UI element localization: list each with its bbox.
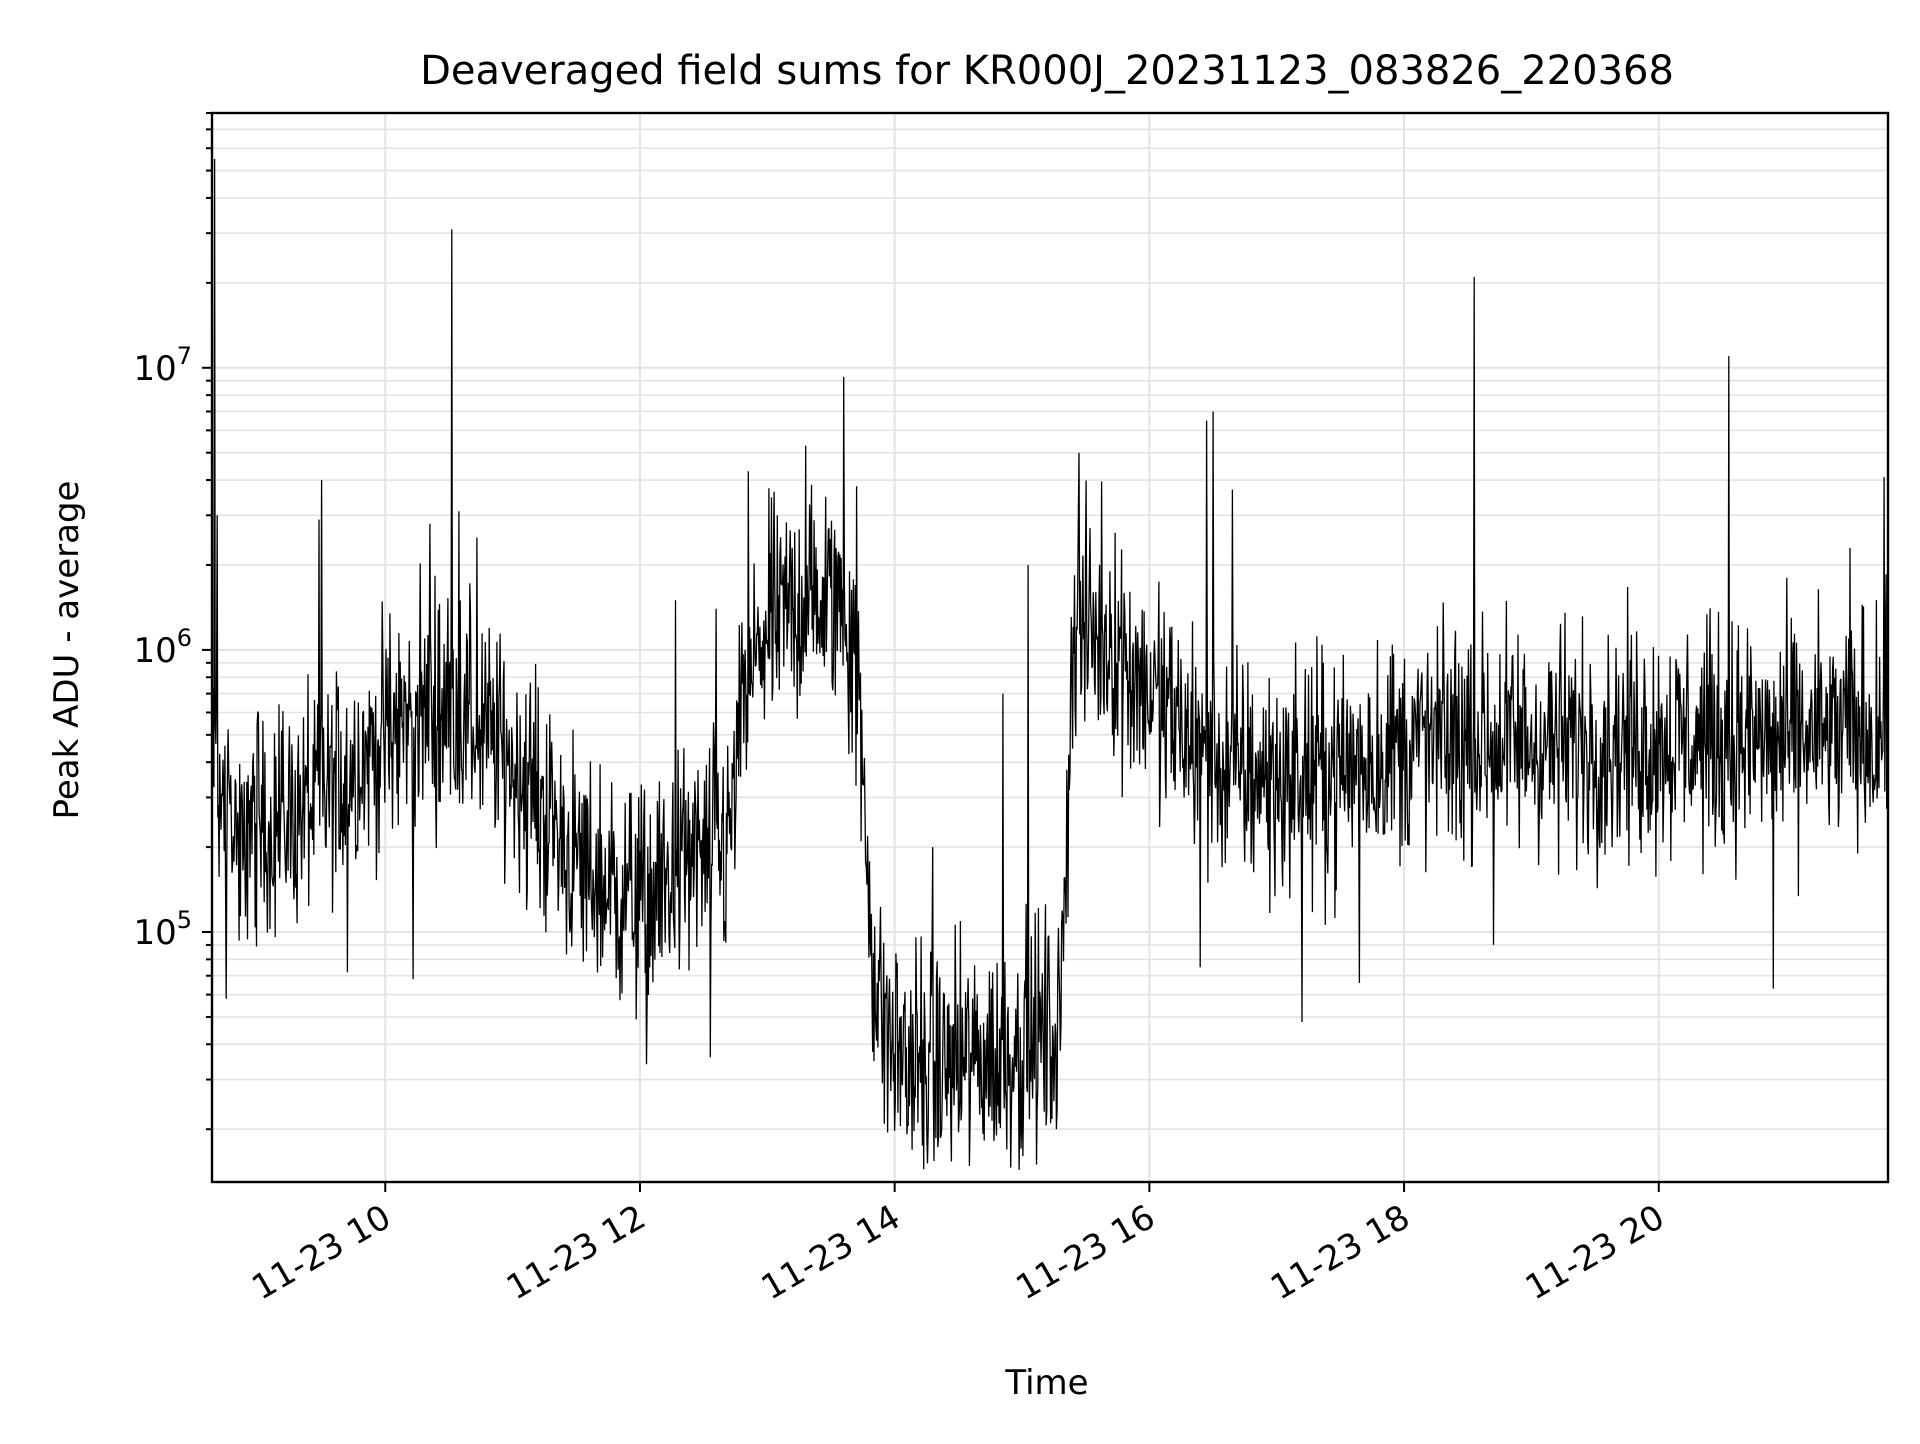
chart-title: Deaveraged field sums for KR000J_2023112… [420,48,1674,94]
series-line [211,158,1889,1170]
plot-frame [210,111,1890,1184]
y-tick-label: 106 [133,624,192,671]
series-layer [211,158,1889,1170]
x-axis-label: Time [1004,1363,1088,1403]
y-tick-base: 10 [133,349,176,389]
y-tick-exponent: 5 [177,906,192,934]
y-tick-exponent: 6 [177,624,192,652]
y-tick-label: 107 [133,342,192,389]
y-tick-base: 10 [133,631,176,671]
y-tick-exponent: 7 [177,342,192,370]
grid-layer [212,112,1888,1182]
y-axis-label: Peak ADU - average [47,481,87,820]
y-tick-base: 10 [133,913,176,953]
y-tick-label: 105 [133,906,192,953]
